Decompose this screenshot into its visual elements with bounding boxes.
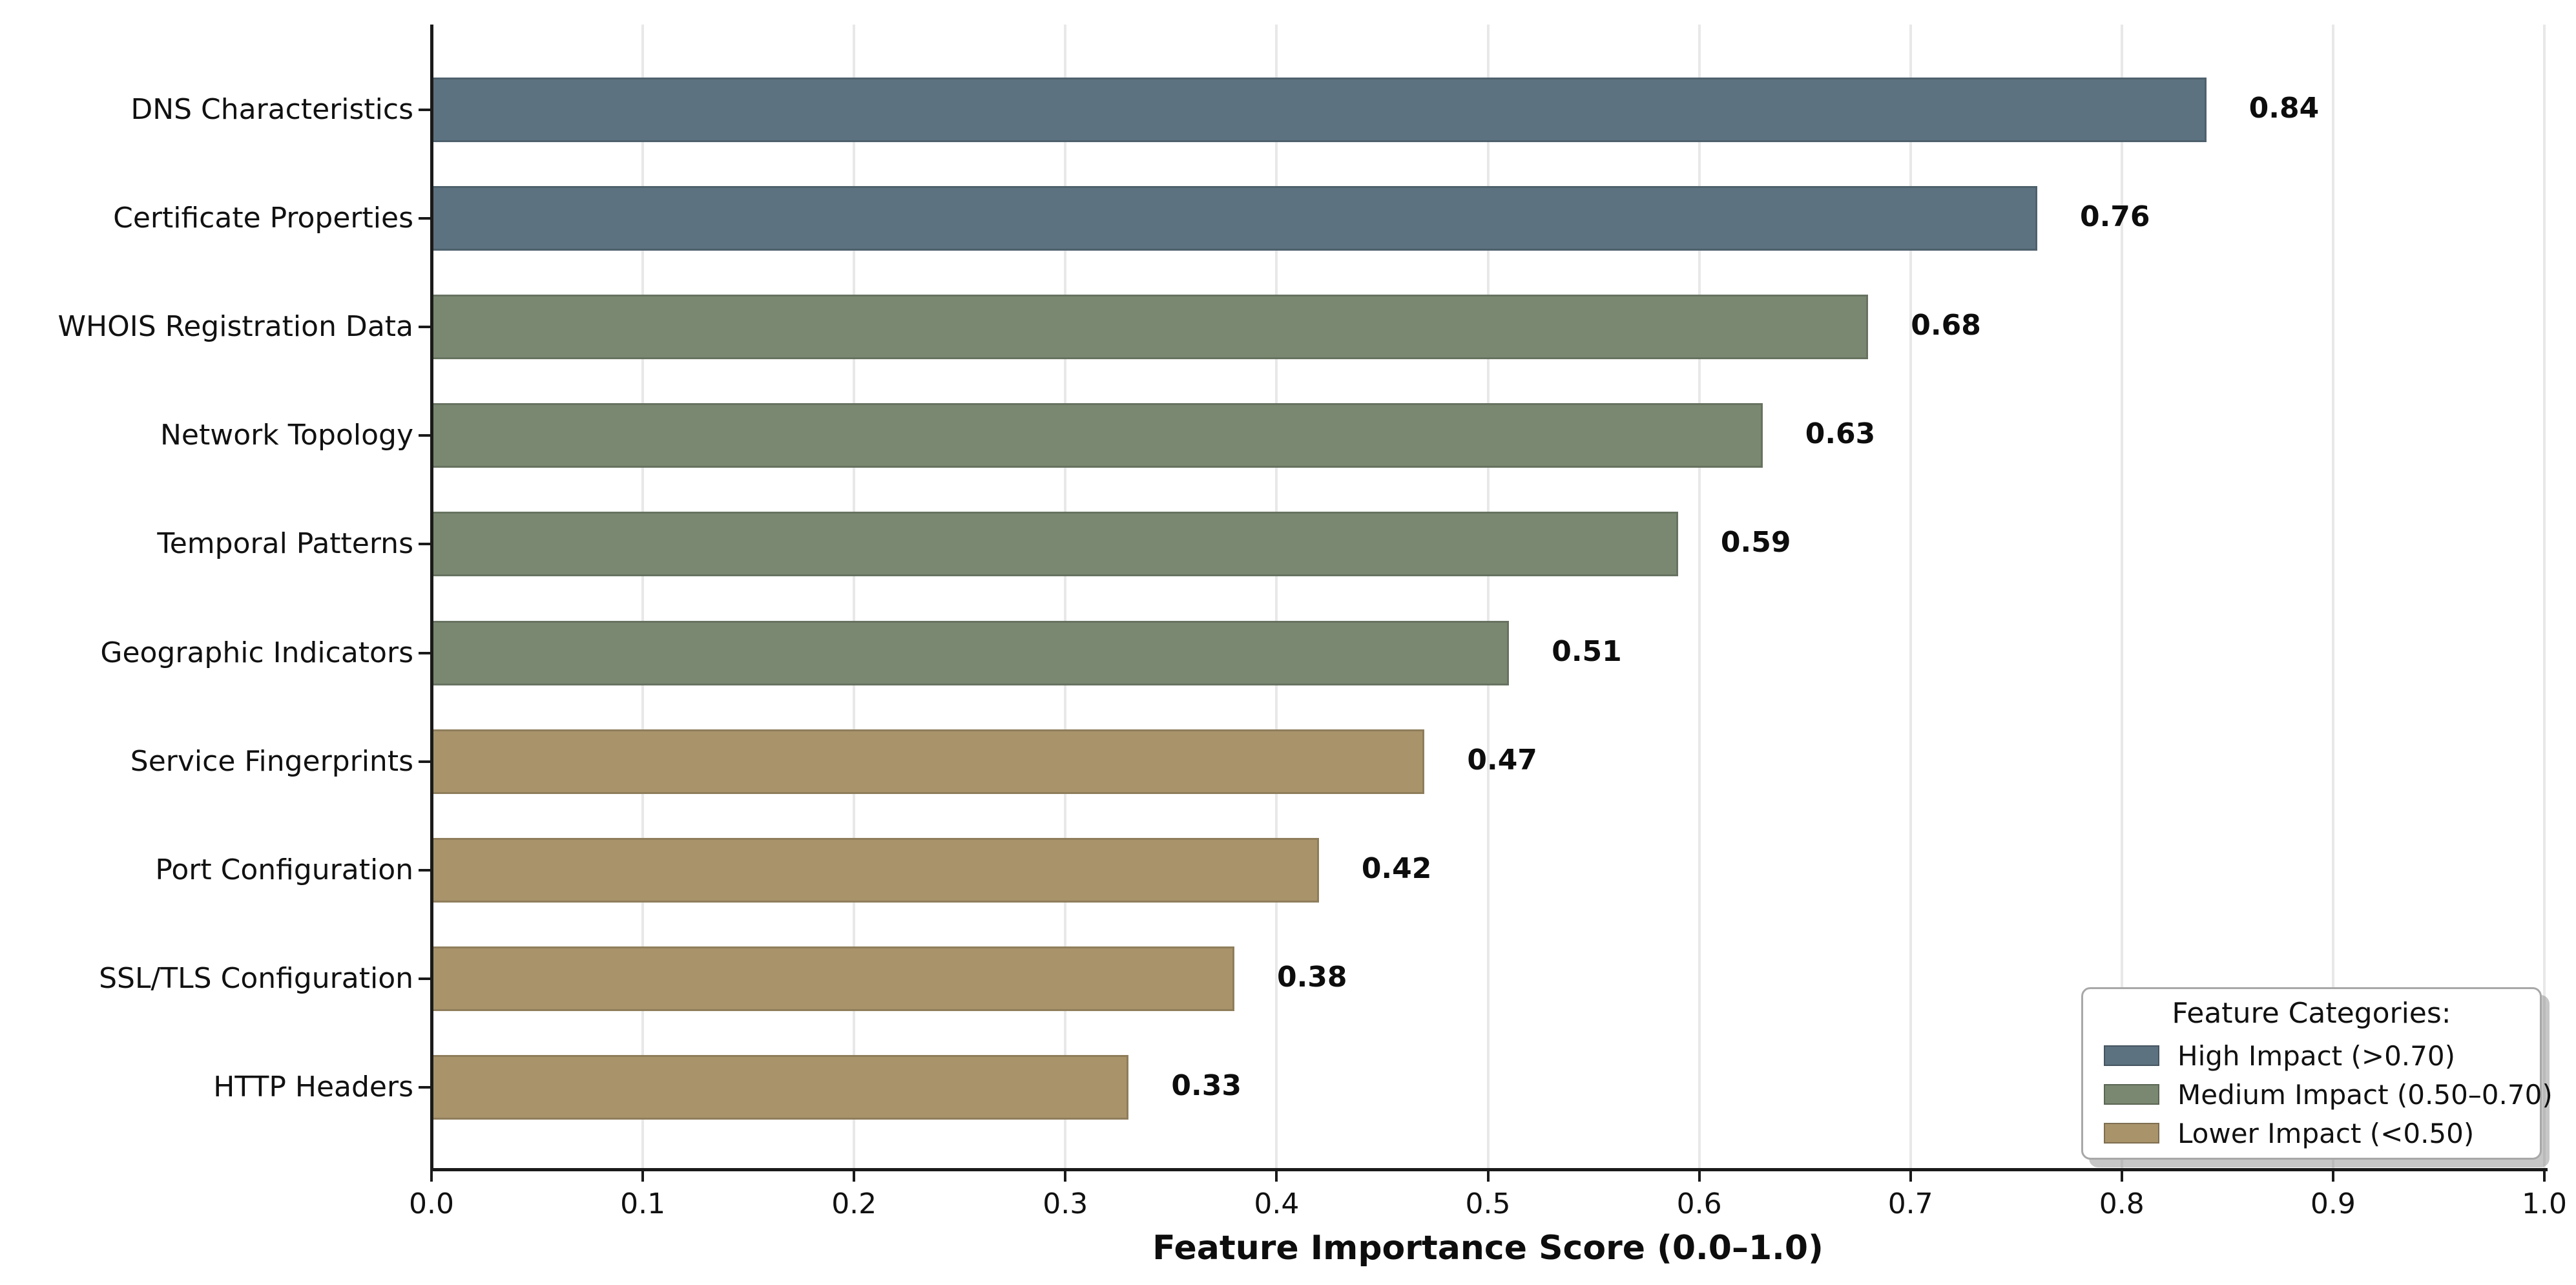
- x-tick-label: 0.6: [1676, 1187, 1722, 1220]
- x-tick-mark: [2543, 1171, 2546, 1182]
- gridline: [853, 25, 856, 1168]
- x-tick-mark: [2120, 1171, 2123, 1182]
- y-axis-label: Network Topology: [160, 419, 413, 452]
- y-axis-label: Certificate Properties: [113, 202, 413, 235]
- x-tick-mark: [1275, 1171, 1278, 1182]
- y-tick-mark: [419, 1085, 430, 1089]
- x-axis-line: [430, 1168, 2548, 1171]
- y-tick-mark: [419, 543, 430, 546]
- medium-impact-swatch: [2104, 1084, 2159, 1105]
- x-tick-mark: [641, 1171, 645, 1182]
- bar-value-label: 0.84: [2249, 92, 2320, 125]
- legend-item-label: Medium Impact (0.50–0.70): [2177, 1078, 2553, 1111]
- bar-value-label: 0.33: [1171, 1069, 1241, 1102]
- bar-http-headers: [431, 1054, 1129, 1120]
- x-tick-mark: [1064, 1171, 1067, 1182]
- y-axis-label: HTTP Headers: [213, 1070, 413, 1103]
- gridline: [1275, 25, 1278, 1168]
- high-impact-swatch: [2104, 1045, 2159, 1066]
- y-axis-label: Port Configuration: [155, 853, 413, 886]
- gridline: [1698, 25, 1701, 1168]
- bar-network-topology: [431, 403, 1763, 468]
- y-tick-mark: [419, 977, 430, 980]
- x-tick-mark: [1486, 1171, 1490, 1182]
- y-axis-label: Geographic Indicators: [100, 636, 413, 669]
- x-tick-mark: [2331, 1171, 2334, 1182]
- bar-whois-registration-data: [431, 295, 1869, 360]
- bar-temporal-patterns: [431, 512, 1678, 577]
- x-tick-label: 0.4: [1254, 1187, 1300, 1220]
- x-tick-label: 0.9: [2310, 1187, 2356, 1220]
- bar-value-label: 0.51: [1552, 634, 1622, 668]
- y-tick-mark: [419, 760, 430, 763]
- x-axis-title: Feature Importance Score (0.0–1.0): [1152, 1229, 1823, 1268]
- y-axis-line: [430, 25, 433, 1171]
- bar-dns-characteristics: [431, 78, 2207, 142]
- x-tick-label: 0.0: [409, 1187, 454, 1220]
- x-tick-mark: [430, 1171, 433, 1182]
- x-tick-mark: [1909, 1171, 1912, 1182]
- bar-value-label: 0.42: [1361, 851, 1432, 885]
- x-tick-mark: [853, 1171, 856, 1182]
- y-axis-label: SSL/TLS Configuration: [99, 961, 413, 995]
- gridline: [2120, 25, 2123, 1168]
- y-tick-mark: [419, 217, 430, 220]
- y-tick-mark: [419, 434, 430, 437]
- y-tick-mark: [419, 109, 430, 111]
- legend-item-high: High Impact (>0.70): [2100, 1036, 2523, 1075]
- gridline: [641, 25, 645, 1168]
- bar-port-configuration: [431, 837, 1319, 903]
- bar-value-label: 0.38: [1276, 960, 1347, 994]
- bar-value-label: 0.76: [2079, 200, 2150, 234]
- x-tick-label: 0.5: [1465, 1187, 1511, 1220]
- gridline: [2331, 25, 2334, 1168]
- y-tick-mark: [419, 651, 430, 654]
- bar-ssl-tls-configuration: [431, 946, 1234, 1011]
- bar-geographic-indicators: [431, 620, 1510, 685]
- legend-item-medium: Medium Impact (0.50–0.70): [2100, 1075, 2553, 1114]
- x-tick-label: 0.2: [831, 1187, 877, 1220]
- x-tick-label: 0.1: [620, 1187, 666, 1220]
- legend-title: Feature Categories:: [2172, 997, 2451, 1030]
- bar-value-label: 0.47: [1467, 743, 1537, 777]
- lower-impact-swatch: [2104, 1123, 2159, 1144]
- bar-service-fingerprints: [431, 729, 1425, 794]
- gridline: [1064, 25, 1067, 1168]
- legend-item-label: High Impact (>0.70): [2177, 1039, 2455, 1072]
- gridline: [2543, 25, 2546, 1168]
- bar-value-label: 0.59: [1720, 526, 1791, 559]
- x-tick-label: 0.3: [1043, 1187, 1088, 1220]
- y-axis-label: Temporal Patterns: [157, 527, 413, 561]
- x-tick-label: 0.7: [1887, 1187, 1933, 1220]
- y-tick-mark: [419, 868, 430, 872]
- legend-rows: High Impact (>0.70) Medium Impact (0.50–0…: [2100, 1036, 2553, 1153]
- legend-item-label: Lower Impact (<0.50): [2177, 1117, 2475, 1149]
- x-tick-mark: [1698, 1171, 1701, 1182]
- y-tick-mark: [419, 326, 430, 329]
- x-tick-label: 1.0: [2522, 1187, 2567, 1220]
- y-axis-label: WHOIS Registration Data: [57, 310, 414, 344]
- gridline: [1909, 25, 1912, 1168]
- x-tick-label: 0.8: [2099, 1187, 2145, 1220]
- y-axis-label: DNS Characteristics: [130, 93, 413, 126]
- bar-value-label: 0.68: [1911, 309, 1981, 342]
- gridline: [1486, 25, 1490, 1168]
- legend: Feature Categories: High Impact (>0.70) M…: [2081, 987, 2553, 1160]
- y-axis-label: Service Fingerprints: [130, 744, 413, 778]
- bar-value-label: 0.63: [1805, 417, 1876, 451]
- legend-item-lower: Lower Impact (<0.50): [2100, 1114, 2523, 1153]
- bar-certificate-properties: [431, 186, 2037, 251]
